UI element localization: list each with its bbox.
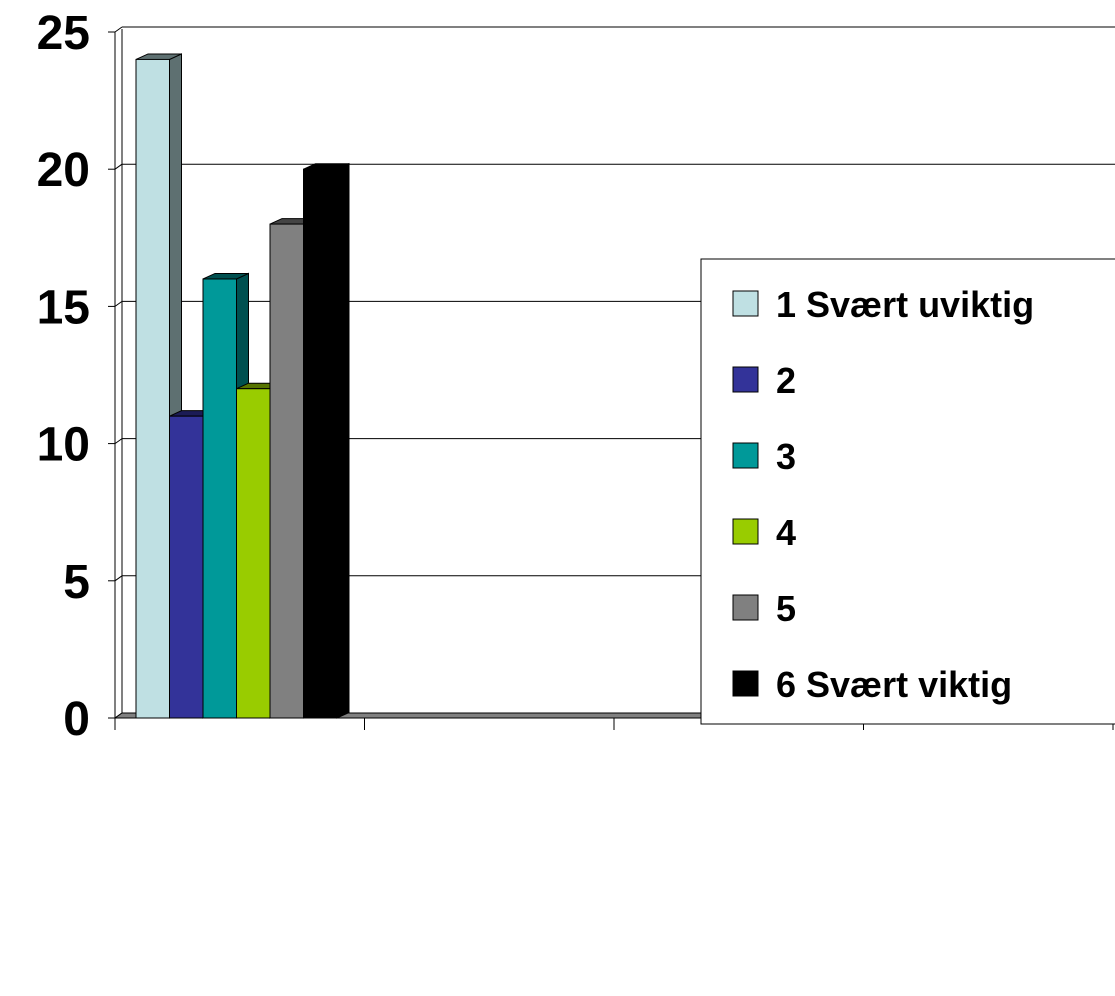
bar-front: [135, 58, 170, 719]
bar-side: [336, 162, 350, 719]
legend-swatch: [732, 518, 759, 545]
bar-6: [303, 162, 350, 719]
y-tick-label: 5: [63, 556, 90, 609]
y-tick-label: 20: [37, 144, 90, 197]
legend-item: 4: [732, 512, 796, 553]
legend-label: 4: [776, 512, 796, 553]
bar-front: [303, 168, 338, 719]
gridline-connector: [114, 26, 123, 33]
legend-label: 6 Svært viktig: [776, 664, 1012, 705]
y-tick-label: 10: [37, 419, 90, 472]
bar-front: [169, 415, 204, 719]
gridline-connector: [114, 575, 123, 582]
legend-swatch: [732, 366, 759, 393]
legend-box: [700, 258, 1115, 725]
legend-swatch: [732, 594, 759, 621]
gridline-connector: [114, 163, 123, 170]
legend-label: 5: [776, 588, 796, 629]
gridline-connector: [114, 438, 123, 445]
legend-item: 1 Svært uviktig: [732, 284, 1034, 325]
legend-label: 2: [776, 360, 796, 401]
y-tick-label: 0: [63, 693, 90, 746]
bar-front: [269, 223, 304, 719]
y-tick-label: 25: [37, 7, 90, 60]
legend-item: 2: [732, 360, 796, 401]
legend-swatch: [732, 670, 759, 697]
y-tick-label: 15: [37, 281, 90, 334]
legend-item: 3: [732, 436, 796, 477]
bar-front: [202, 278, 237, 719]
legend-item: 6 Svært viktig: [732, 664, 1012, 705]
legend: 1 Svært uviktig 2 3 4 5 6 Svært viktig: [700, 258, 1115, 725]
y-tick-labels: 0 5 10 15 20 25: [37, 7, 90, 746]
bar-front: [236, 388, 271, 719]
legend-swatch: [732, 442, 759, 469]
legend-item: 5: [732, 588, 796, 629]
legend-label: 3: [776, 436, 796, 477]
legend-label: 1 Svært uviktig: [776, 284, 1034, 325]
bars: [135, 53, 350, 719]
legend-swatch: [732, 290, 759, 317]
gridline-connector: [114, 300, 123, 307]
